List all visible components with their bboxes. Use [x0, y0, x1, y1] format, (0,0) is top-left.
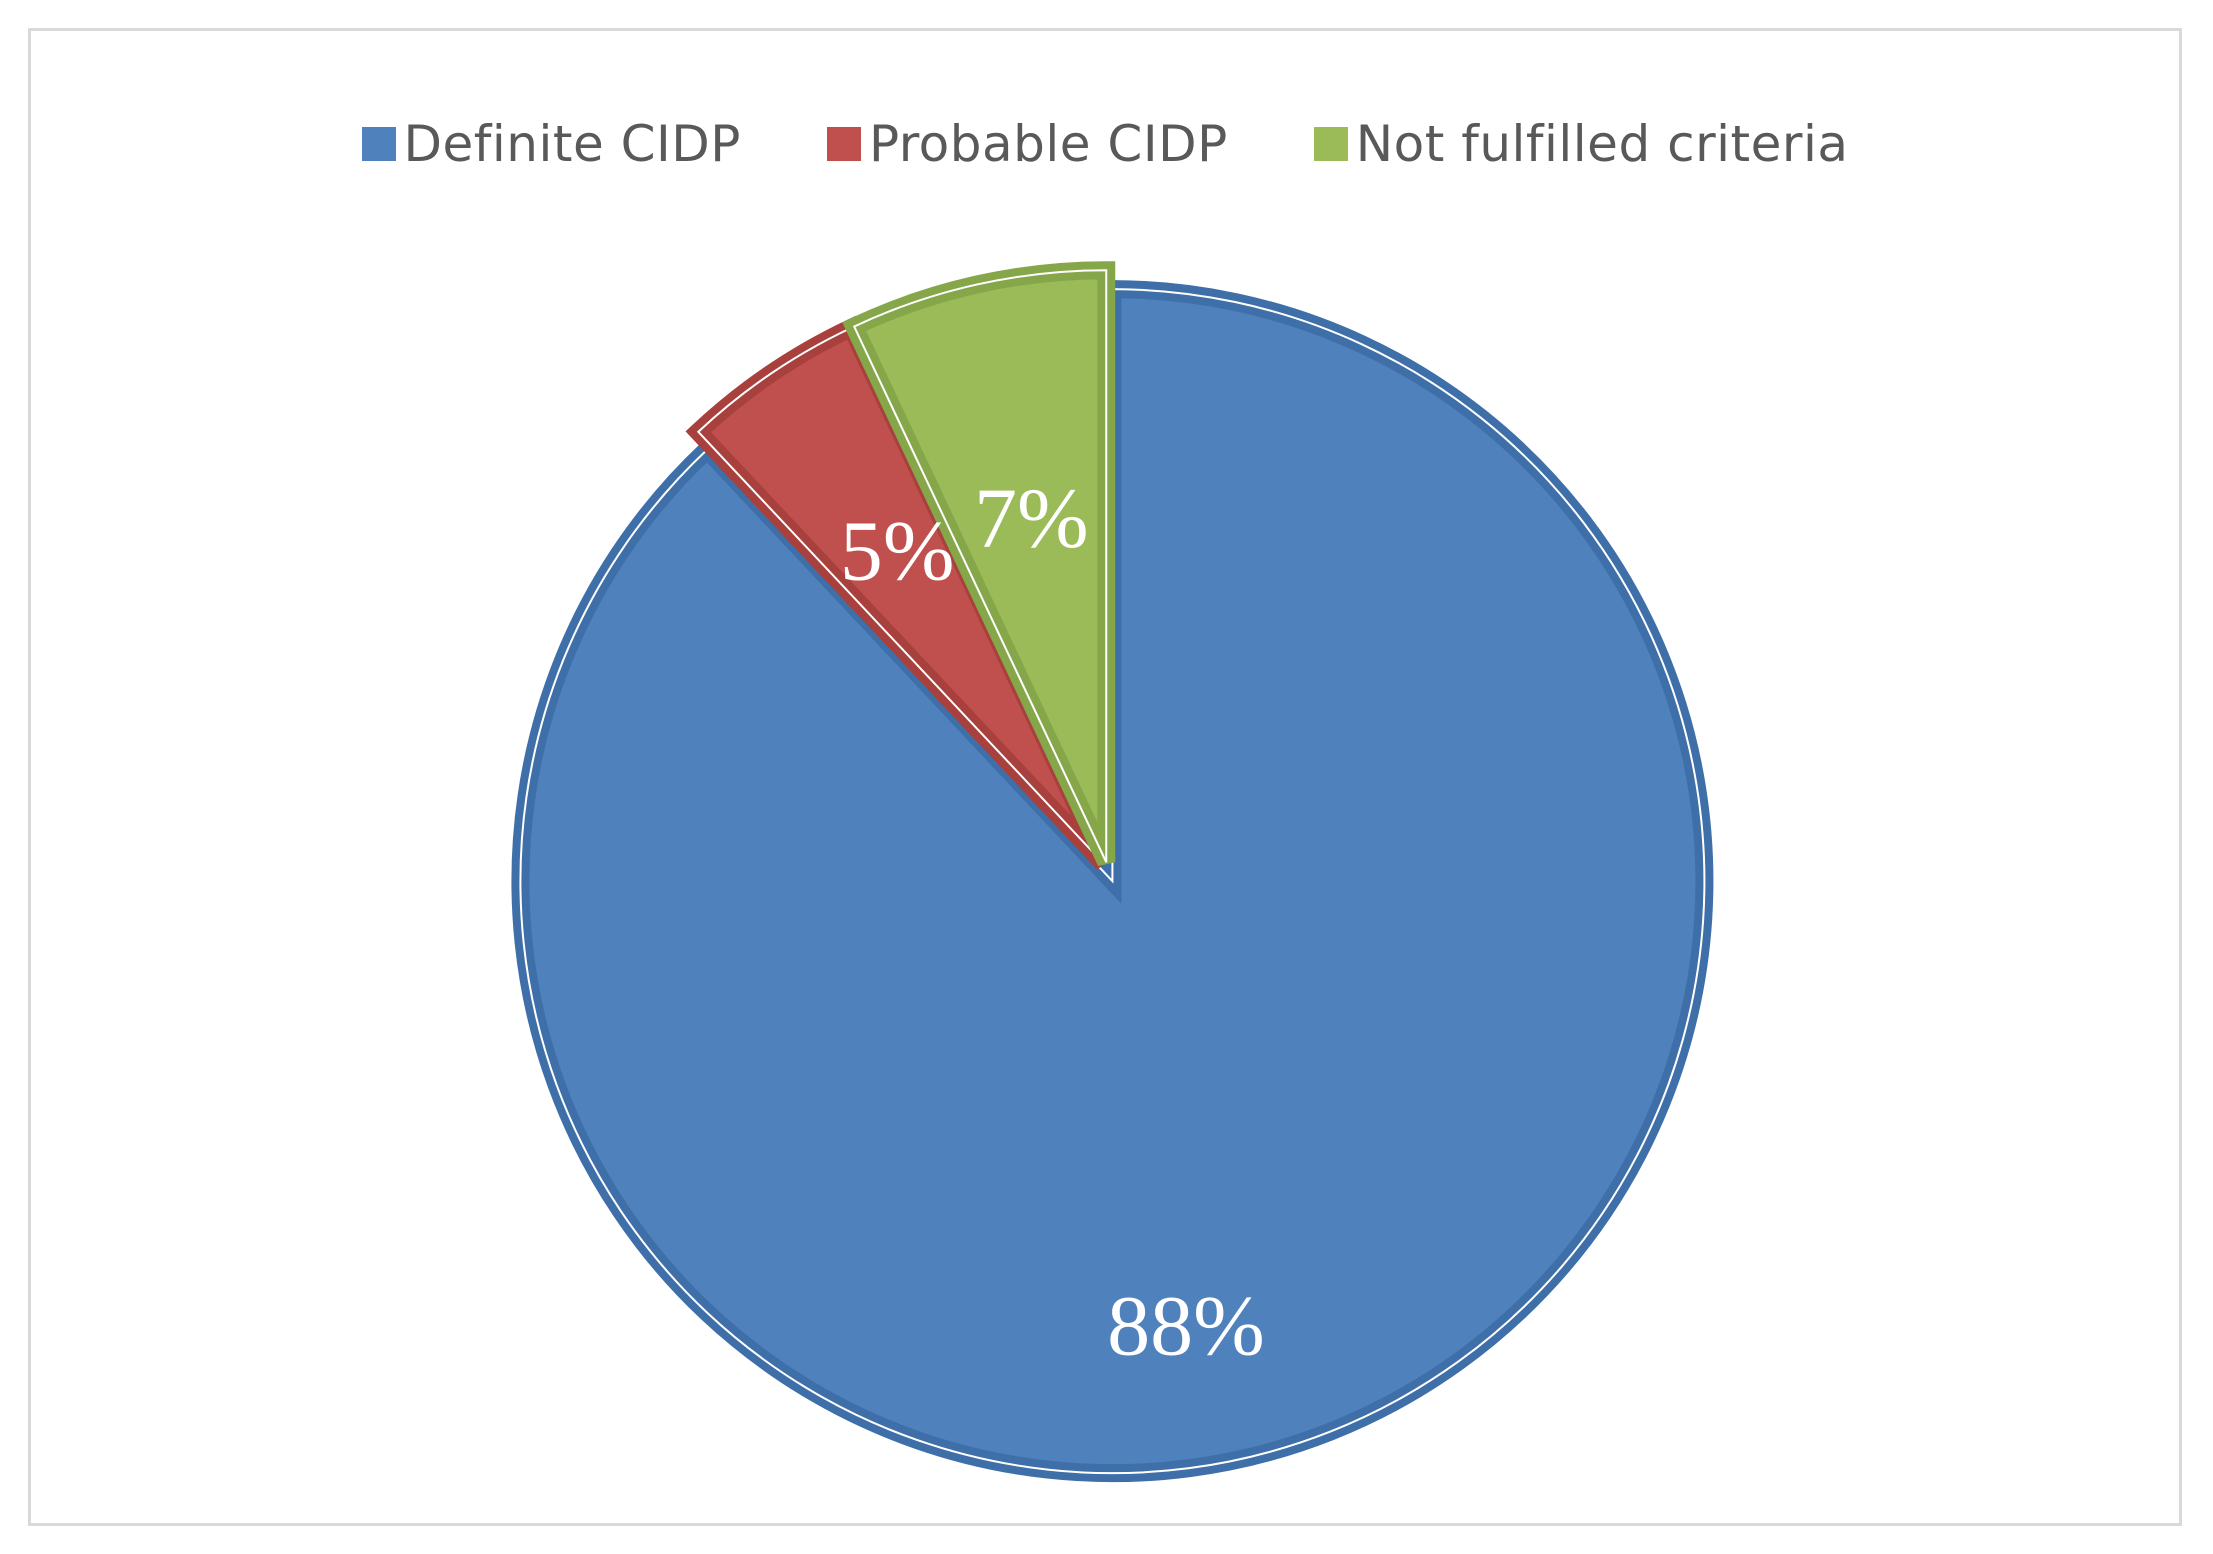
pie-slice-outline-not-fulfilled-criteria [852, 269, 1108, 863]
data-label-probable-cidp: 5% [840, 503, 955, 599]
legend: Definite CIDP Probable CIDP Not fulfille… [31, 119, 2179, 169]
legend-item-probable-cidp: Probable CIDP [826, 115, 1228, 173]
legend-swatch-not-fulfilled-criteria [1313, 127, 1348, 161]
pie-slice-outline-definite-cidp [519, 288, 1706, 1475]
legend-swatch-probable-cidp [826, 127, 861, 161]
legend-swatch-definite-cidp [361, 127, 396, 161]
data-label-definite-cidp: 88% [1107, 1278, 1265, 1374]
pie-slice-outline-probable-cidp [696, 326, 1105, 865]
legend-item-definite-cidp: Definite CIDP [361, 115, 741, 173]
data-label-not-fulfilled-criteria: 7% [974, 470, 1089, 566]
legend-item-not-fulfilled-criteria: Not fulfilled criteria [1313, 115, 1849, 173]
legend-label-definite-cidp: Definite CIDP [403, 115, 741, 173]
legend-label-not-fulfilled-criteria: Not fulfilled criteria [1355, 115, 1849, 173]
legend-label-probable-cidp: Probable CIDP [868, 115, 1228, 173]
